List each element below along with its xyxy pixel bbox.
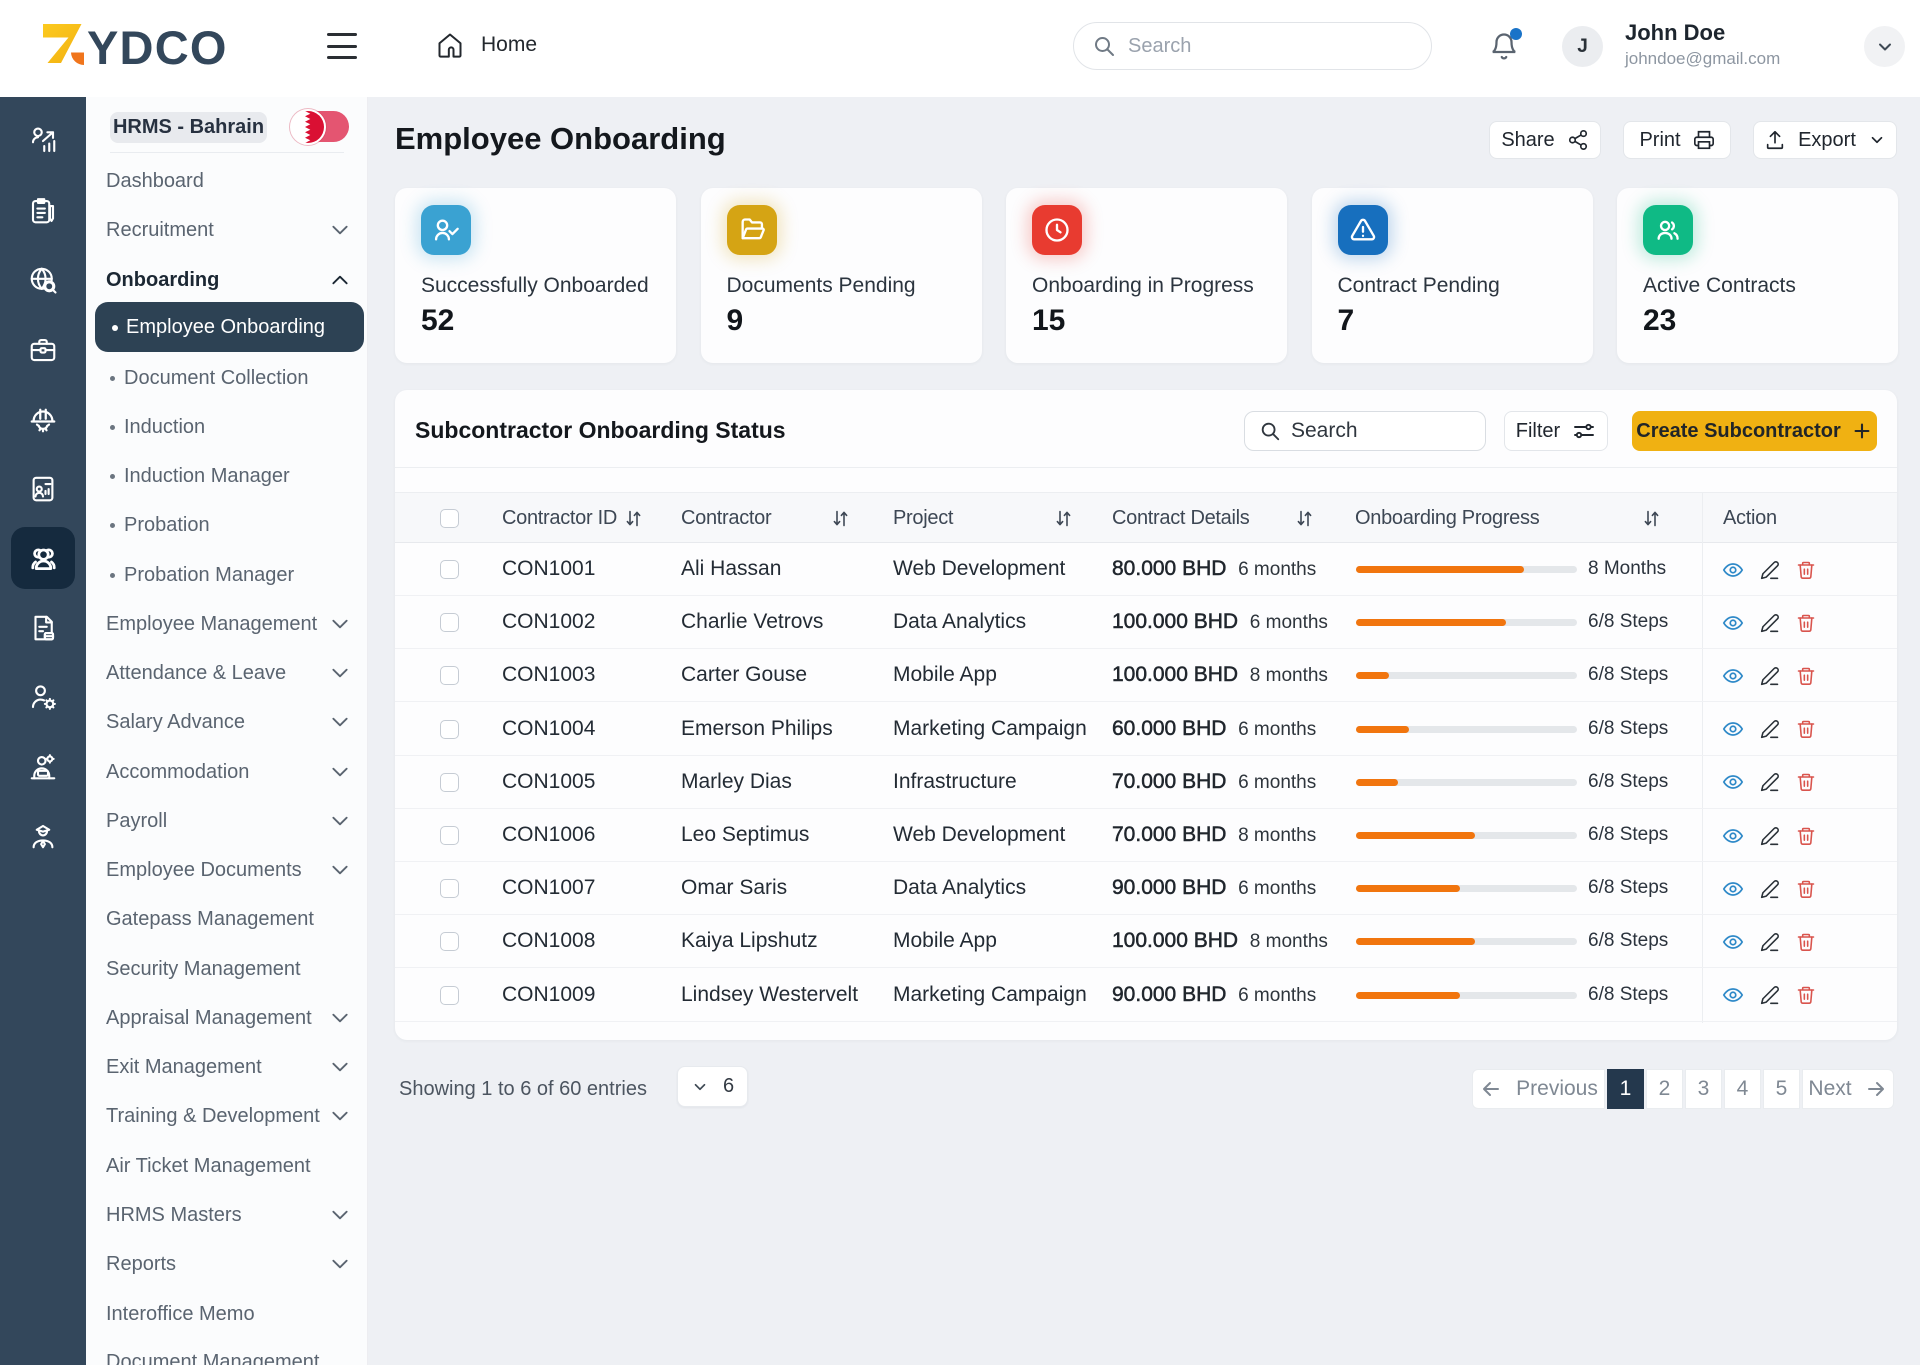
svg-text:YDCO: YDCO (87, 22, 228, 74)
